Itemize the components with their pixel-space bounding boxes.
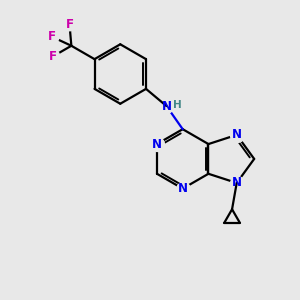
Text: N: N [152,138,162,151]
Text: F: F [49,50,57,63]
Text: H: H [172,100,181,110]
Text: N: N [178,182,188,195]
Text: N: N [232,128,242,141]
Text: F: F [65,18,74,31]
Text: F: F [48,30,56,43]
Text: N: N [161,100,172,112]
Text: N: N [232,176,242,190]
